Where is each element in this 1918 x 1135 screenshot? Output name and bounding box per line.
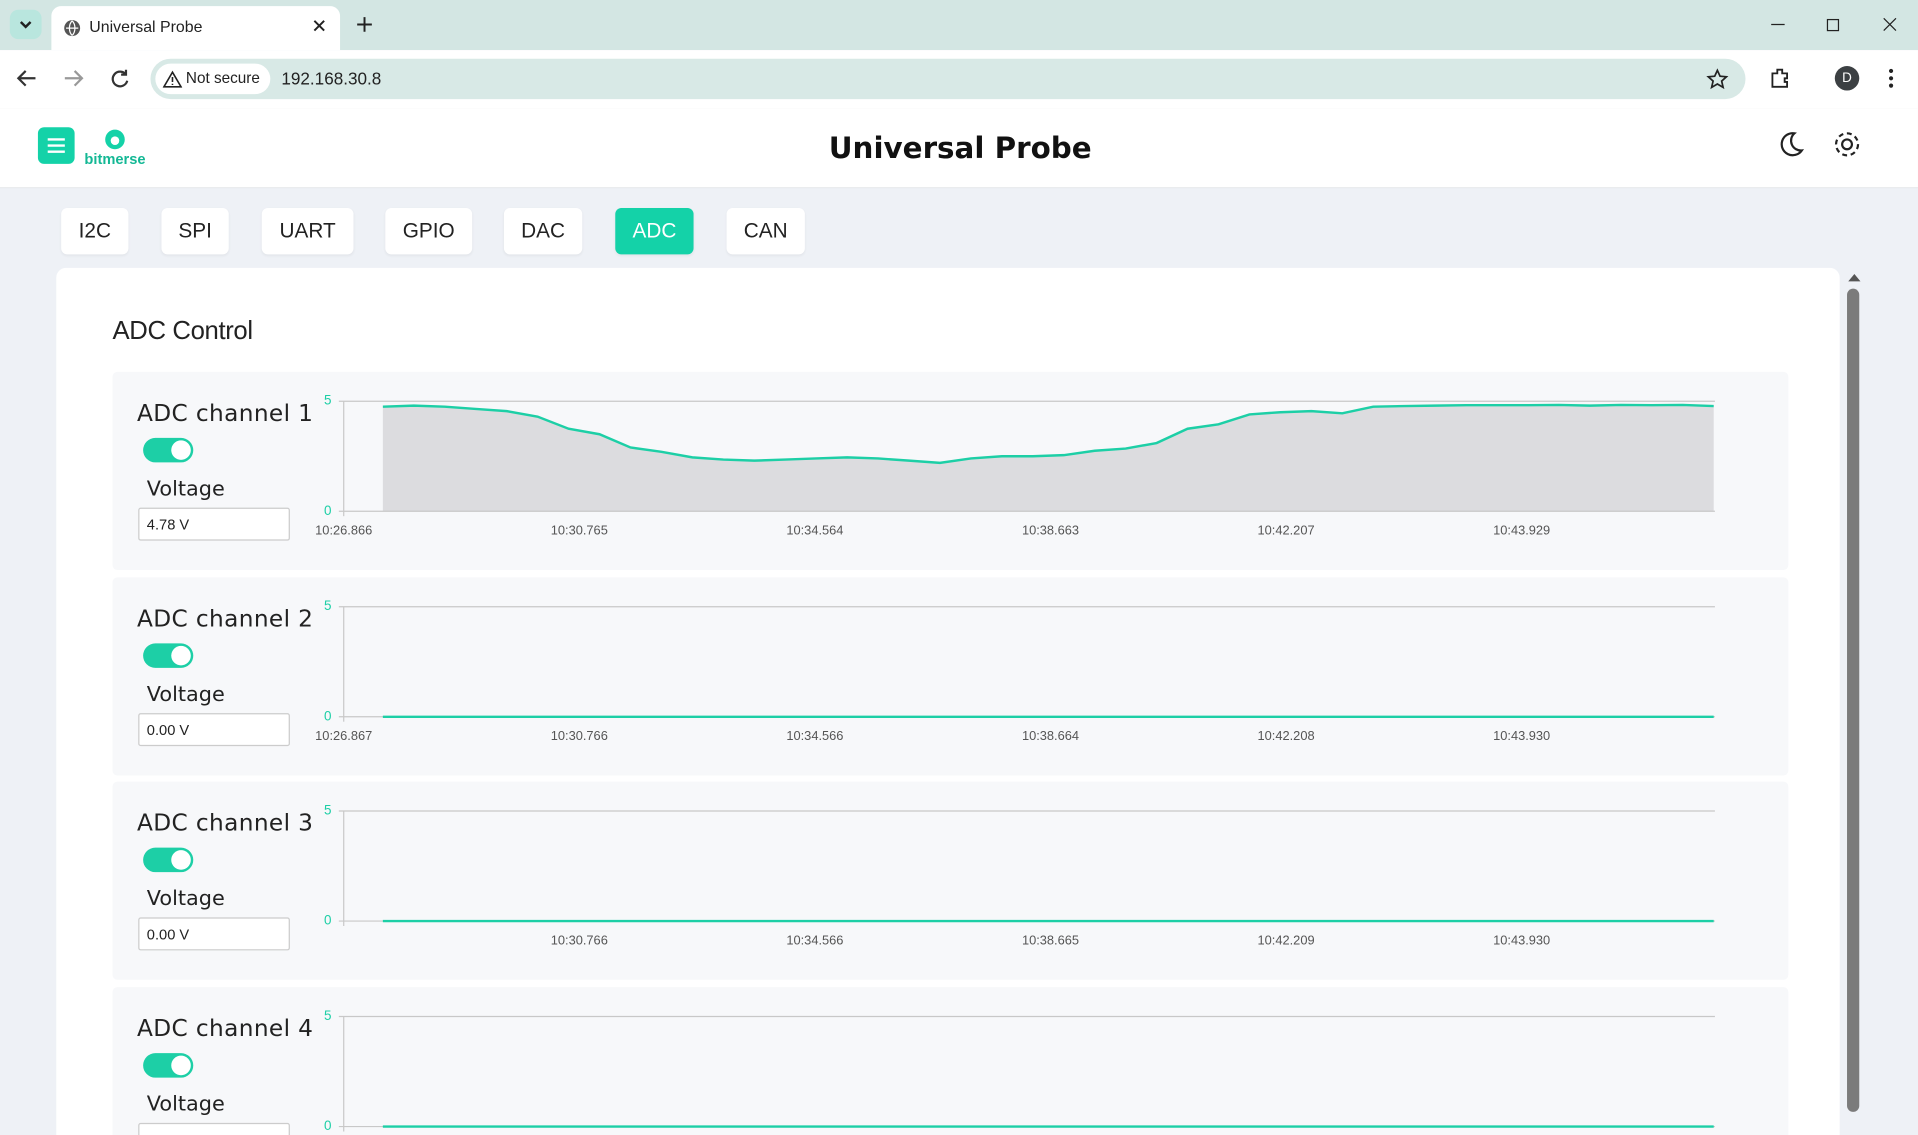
x-tick-label: 10:38.663 [1022,523,1079,538]
x-tick-label: 10:30.766 [551,727,608,742]
x-tick-label: 10:42.207 [1258,523,1315,538]
protocol-tab[interactable]: UART [261,207,354,255]
protocol-tab[interactable]: DAC [503,207,583,255]
browser-tab[interactable]: Universal Probe [51,6,341,51]
channel-name: ADC channel 3 [136,809,314,837]
area-fill [382,404,1714,512]
url: 192.168.30.8 [281,68,382,89]
channel-chart: 0 5 10:26.867 10:30.766 10:34.566 10:38.664 10… [315,598,1715,742]
x-tick-label: 10:26.866 [315,523,372,538]
y-tick-label: 5 [324,803,331,818]
logo-text: bitmerse [84,150,146,168]
security-chip[interactable]: Not secure [155,63,271,95]
x-tick-label: 10:34.566 [786,727,843,742]
menu-button[interactable] [37,127,75,164]
channel-toggle[interactable] [143,437,194,463]
y-tick-label: 0 [324,503,331,518]
profile-avatar[interactable]: D [1834,66,1860,91]
app-header [0,108,1918,189]
toggle-knob [171,850,191,870]
channel-toggle[interactable] [143,847,194,873]
x-tick-label: 10:42.209 [1258,932,1315,947]
protocol-tab[interactable]: GPIO [385,207,473,255]
y-tick-label: 5 [324,598,331,613]
x-tick-label: 10:26.867 [315,727,372,742]
y-tick-label: 5 [324,1007,331,1022]
voltage-input[interactable]: 0.00 V [138,917,290,951]
channel-card: ADC channel 2 Voltage 0.00 V 0 5 10:26.867 10:… [112,576,1789,775]
x-tick-label: 10:43.930 [1493,727,1550,742]
protocol-tab[interactable]: I2C [61,207,129,255]
channel-card: ADC channel 1 Voltage 4.78 V 0 5 10:26.866 10:… [112,371,1789,571]
channel-name: ADC channel 2 [136,604,314,632]
logo-icon [105,129,125,150]
voltage-label: Voltage [146,477,225,502]
channel-chart: 0 5 10:26.866 10:30.765 10:34.564 10:38.663 10… [315,393,1715,538]
scroll-up[interactable] [1847,272,1862,284]
scrollbar[interactable] [1847,288,1860,1112]
channel-toggle[interactable] [143,1052,194,1078]
voltage-label: Voltage [146,1091,225,1117]
channel-chart: 0 5 10:30.766 10:34.566 10:38.665 10:42.209 10… [324,803,1715,947]
voltage-label: Voltage [146,681,225,707]
channel-name: ADC channel 1 [136,399,314,427]
y-tick-label: 0 [324,708,331,723]
channel-card: ADC channel 3 Voltage 0.00 V 0 5 10:30.766 10:… [112,781,1789,980]
voltage-input[interactable]: 0.00 V [138,1122,290,1135]
x-tick-label: 10:43.930 [1493,932,1550,947]
x-tick-label: 10:34.564 [786,523,843,538]
voltage-input[interactable]: 4.78 V [138,507,290,541]
toggle-knob [171,645,191,665]
nav-buttons[interactable] [12,65,134,92]
x-tick-label: 10:34.566 [786,932,843,947]
dark-mode-toggle[interactable] [1776,130,1805,159]
x-tick-label: 10:42.208 [1258,727,1315,742]
close-tab[interactable] [311,17,328,34]
voltage-label: Voltage [146,886,225,912]
security-text: Not secure [185,69,260,87]
x-tick-label: 10:38.664 [1022,727,1079,742]
channel-name: ADC channel 4 [136,1014,314,1042]
toggle-knob [171,1055,191,1075]
omnibox[interactable]: Not secure 192.168.30.8 [150,58,1746,100]
bookmark-star[interactable] [1706,68,1729,90]
voltage-input[interactable]: 0.00 V [138,712,290,746]
channel-toggle[interactable] [143,642,194,668]
y-tick-label: 0 [324,913,331,928]
toggle-knob [171,440,191,460]
x-tick-label: 10:38.665 [1022,932,1079,947]
tab-title: Universal Probe [89,17,203,36]
browser-menu[interactable] [1885,66,1897,90]
series-line [382,403,1714,465]
x-tick-label: 10:30.765 [551,523,608,538]
panel-title: ADC Control [112,316,254,345]
new-tab[interactable] [355,15,375,35]
window-controls[interactable] [1761,10,1908,39]
protocol-tab[interactable]: ADC [615,207,694,255]
y-tick-label: 5 [324,393,331,408]
settings-button[interactable] [1831,128,1863,160]
y-tick-label: 0 [324,1118,331,1133]
protocol-tab[interactable]: SPI [161,207,229,255]
x-tick-label: 10:43.929 [1493,523,1550,538]
extensions[interactable] [1769,66,1793,90]
app-title: Universal Probe [828,130,1092,166]
channel-chart: 05 [324,1007,1715,1133]
x-tick-label: 10:30.766 [551,932,608,947]
protocol-tab[interactable]: CAN [726,207,805,255]
tab-search-button[interactable] [9,9,42,40]
favicon [64,20,81,37]
